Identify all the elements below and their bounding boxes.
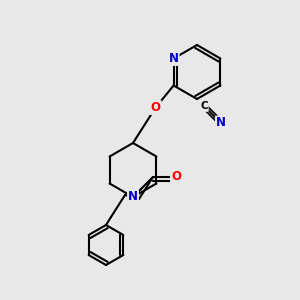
- Text: C: C: [200, 101, 208, 111]
- Text: O: O: [171, 170, 181, 184]
- Text: O: O: [151, 101, 160, 114]
- Text: N: N: [216, 116, 226, 130]
- Text: N: N: [128, 190, 138, 203]
- Text: N: N: [169, 52, 178, 65]
